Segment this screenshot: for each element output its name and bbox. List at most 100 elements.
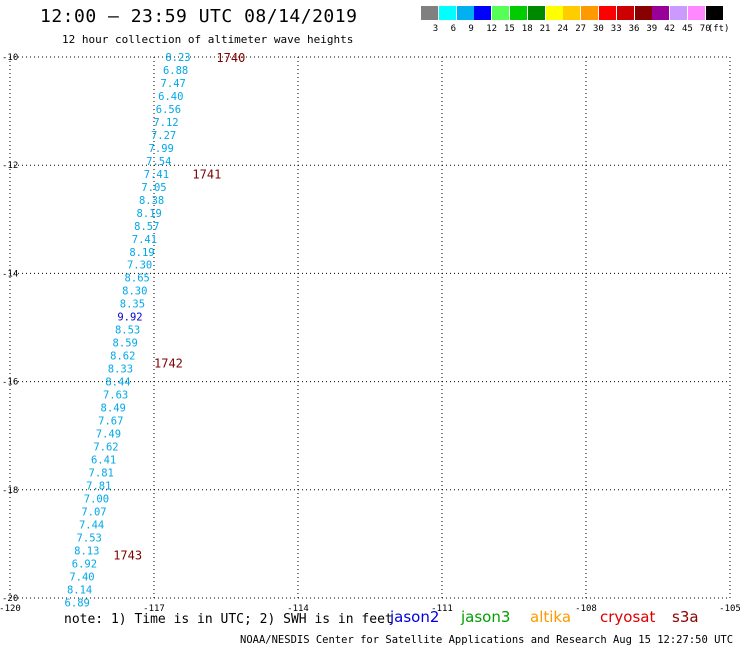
time-label: 1743 <box>113 549 142 563</box>
colorbar-swatch <box>527 6 545 20</box>
colorbar-swatch <box>616 6 634 20</box>
swh-value-label: 8.19 <box>129 247 154 259</box>
colorbar-tick-label: 21 <box>539 24 551 34</box>
colorbar-unit: (ft) <box>707 24 730 34</box>
swh-value-label: 7.63 <box>103 390 128 402</box>
colorbar-swatch <box>545 6 563 20</box>
colorbar-swatch <box>688 6 705 20</box>
swh-value-label: 8.23 <box>165 52 190 64</box>
mission-label-jason2: jason2 <box>390 608 440 626</box>
swh-value-label: 8.49 <box>101 403 126 415</box>
y-tick-label: -18 <box>2 486 18 496</box>
swh-value-label: 6.88 <box>163 65 188 77</box>
swh-value-label: 7.53 <box>77 532 102 544</box>
colorbar-tick-label: 30 <box>593 24 604 34</box>
colorbar-swatch <box>456 6 474 20</box>
swh-value-label: 7.05 <box>141 182 166 194</box>
swh-value-label: 8.62 <box>110 351 135 363</box>
swh-value-label: 8.57 <box>134 221 159 233</box>
colorbar-tick-label: 27 <box>575 24 587 34</box>
swh-value-label: 7.41 <box>144 169 169 181</box>
colorbar-tick-label: 24 <box>557 24 569 34</box>
colorbar-swatch <box>563 6 581 20</box>
colorbar-tick-label: 6 <box>450 24 457 34</box>
swh-value-label: 7.81 <box>86 480 111 492</box>
colorbar-swatch <box>705 6 723 20</box>
swh-value-label: 8.35 <box>120 299 145 311</box>
swh-value-label: 7.00 <box>84 493 109 505</box>
swh-value-label: 8.65 <box>125 273 150 285</box>
swh-value-label: 8.19 <box>137 208 162 220</box>
time-label: 1740 <box>216 51 245 65</box>
swh-value-label: 6.41 <box>91 455 116 467</box>
x-tick-label: -105 <box>719 604 740 614</box>
swh-value-label: 8.59 <box>113 338 138 350</box>
mission-label-jason3: jason3 <box>461 608 511 626</box>
colorbar-tick-label: 70 <box>699 24 711 34</box>
swh-value-label: 8.38 <box>139 195 164 207</box>
swh-value-label: 7.99 <box>149 143 174 155</box>
swh-value-label: 6.92 <box>72 558 97 570</box>
x-tick-label: -108 <box>575 604 597 614</box>
colorbar-tick-label: 36 <box>628 24 640 34</box>
colorbar-swatch <box>634 6 652 20</box>
chart-subtitle: 12 hour collection of altimeter wave hei… <box>62 33 354 46</box>
swh-value-label: 7.54 <box>146 156 171 168</box>
colorbar-swatch <box>438 6 456 20</box>
colorbar-swatch <box>652 6 670 20</box>
y-tick-label: -12 <box>2 161 18 171</box>
x-tick-label: -111 <box>431 604 453 614</box>
swh-value-label: 7.41 <box>132 234 157 246</box>
y-tick-label: -20 <box>2 594 18 604</box>
swh-value-label: 7.67 <box>98 416 123 428</box>
colorbar-swatch <box>421 6 438 20</box>
colorbar-tick-label: 18 <box>521 24 533 34</box>
swh-value-label: 7.44 <box>79 519 104 531</box>
x-tick-label: -114 <box>287 604 309 614</box>
swh-value-label: 7.27 <box>151 130 176 142</box>
colorbar-tick-label: 12 <box>486 24 498 34</box>
y-tick-label: -16 <box>2 378 18 388</box>
swh-value-label: 8.33 <box>108 364 133 376</box>
mission-label-s3a: s3a <box>672 608 699 626</box>
swh-value-label: 7.62 <box>93 442 118 454</box>
swh-value-label: 8.53 <box>115 325 140 337</box>
colorbar-swatch <box>474 6 492 20</box>
colorbar-swatch <box>492 6 510 20</box>
credit-line: NOAA/NESDIS Center for Satellite Applica… <box>240 634 740 646</box>
y-tick-label: -14 <box>2 269 18 279</box>
mission-label-cryosat: cryosat <box>600 608 656 626</box>
swh-value-label: 7.81 <box>89 467 114 479</box>
colorbar-tick-label: 3 <box>432 24 439 34</box>
colorbar-swatch <box>599 6 616 20</box>
swh-value-label: 7.40 <box>69 571 94 583</box>
swh-value-label: 7.30 <box>127 260 152 272</box>
colorbar-swatch <box>510 6 527 20</box>
colorbar-tick-label: 39 <box>646 24 658 34</box>
x-tick-label: -117 <box>143 604 165 614</box>
y-tick-label: -10 <box>2 53 18 63</box>
swh-value-label: 7.47 <box>161 78 186 90</box>
swh-value-label: 6.56 <box>156 104 181 116</box>
colorbar-tick-label: 45 <box>682 24 693 34</box>
footer-note: note: 1) Time is in UTC; 2) SWH is in fe… <box>64 612 393 627</box>
swh-value-label: 7.07 <box>81 506 106 518</box>
time-label: 1742 <box>154 357 183 371</box>
swh-value-label: 6.89 <box>65 597 90 609</box>
chart-title: 12:00 – 23:59 UTC 08/14/2019 <box>40 6 358 27</box>
x-tick-label: -120 <box>0 604 21 614</box>
colorbar-tick-label: 42 <box>664 24 676 34</box>
swh-value-label: 8.14 <box>67 584 92 596</box>
mission-label-altika: altika <box>530 608 572 626</box>
swh-value-label: 6.40 <box>158 91 183 103</box>
colorbar-tick-label: 33 <box>610 24 622 34</box>
swh-value-label: 7.49 <box>96 429 121 441</box>
colorbar-swatch <box>581 6 599 20</box>
swh-value-label: 8.44 <box>105 377 130 389</box>
swh-value-label: 8.13 <box>74 545 99 557</box>
swh-value-label: 8.30 <box>122 286 147 298</box>
colorbar-swatch <box>670 6 688 20</box>
time-label: 1741 <box>192 167 221 181</box>
colorbar-tick-label: 15 <box>504 24 515 34</box>
